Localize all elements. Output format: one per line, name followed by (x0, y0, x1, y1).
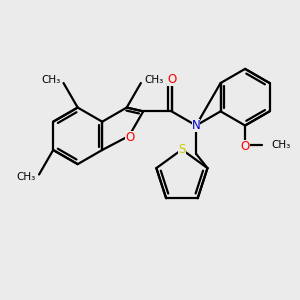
Text: CH₃: CH₃ (144, 75, 163, 85)
Text: S: S (178, 143, 186, 156)
Text: O: O (167, 73, 176, 86)
Text: N: N (192, 119, 200, 132)
Text: O: O (125, 131, 134, 144)
Text: O: O (241, 140, 250, 153)
Text: CH₃: CH₃ (16, 172, 35, 182)
Text: CH₃: CH₃ (272, 140, 291, 150)
Text: CH₃: CH₃ (41, 75, 61, 85)
